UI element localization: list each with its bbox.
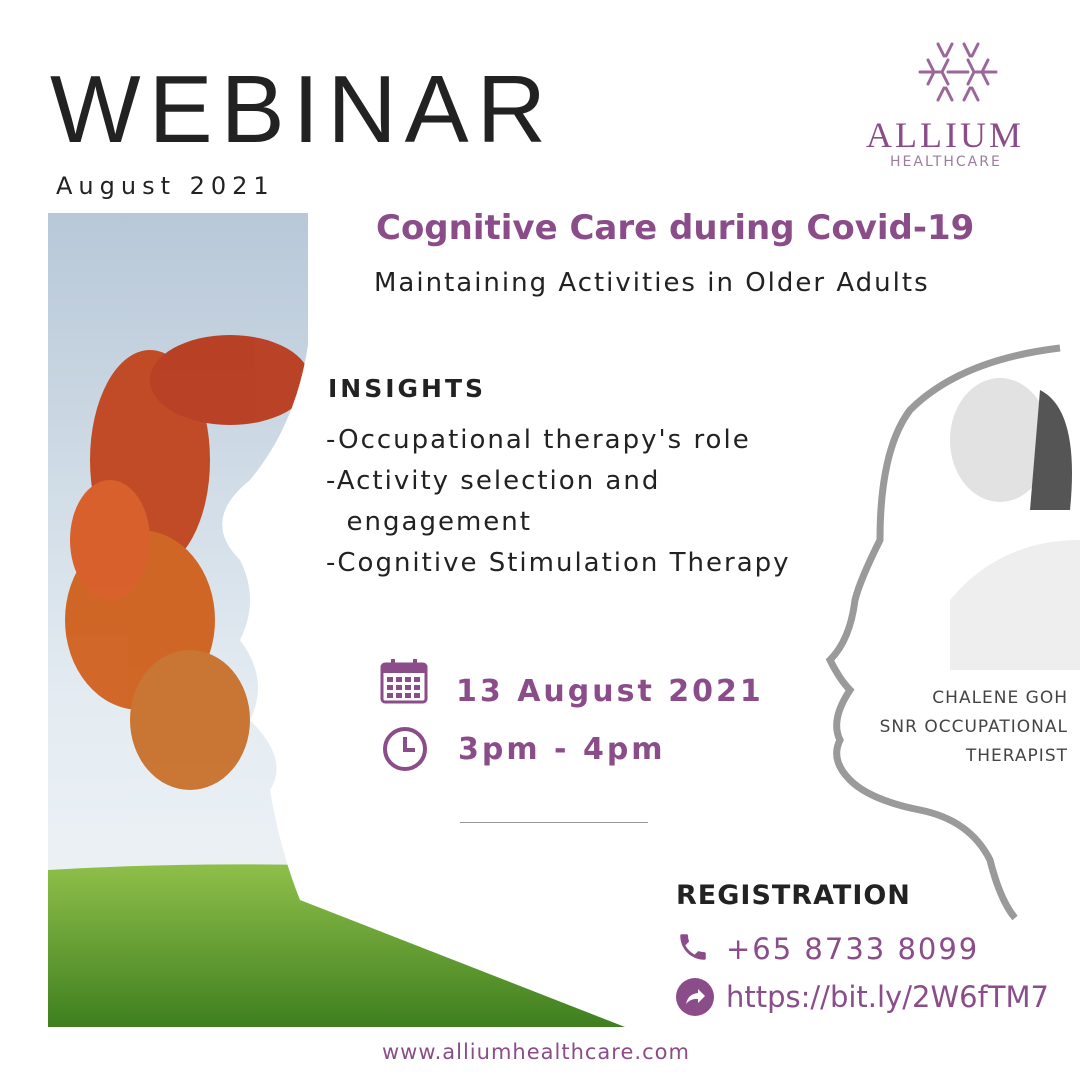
insight-item: -Activity selection and xyxy=(326,466,661,496)
event-subtitle: Maintaining Activities in Older Adults xyxy=(374,268,930,298)
divider xyxy=(460,822,648,823)
insight-item: -Cognitive Stimulation Therapy xyxy=(326,548,791,578)
calendar-icon xyxy=(380,659,428,704)
insights-list: -Occupational therapy's role -Activity s… xyxy=(326,420,791,584)
tree-head-illustration xyxy=(48,213,625,1027)
phone-icon xyxy=(680,934,706,960)
registration-heading: REGISTRATION xyxy=(676,880,911,911)
insight-item: engagement xyxy=(326,507,532,537)
speaker-name: CHALENE GOH xyxy=(932,688,1068,708)
insight-item: -Occupational therapy's role xyxy=(326,425,751,455)
webinar-title: WEBINAR xyxy=(50,56,555,163)
speaker-role: THERAPIST xyxy=(965,746,1068,766)
flower-of-life-icon xyxy=(918,42,998,102)
website-link[interactable]: www.alliumhealthcare.com xyxy=(382,1040,690,1064)
insights-heading: INSIGHTS xyxy=(328,374,487,403)
share-icon xyxy=(676,978,714,1016)
logo-name: ALLIUM xyxy=(866,115,1024,155)
registration-link[interactable]: https://bit.ly/2W6fTM7 xyxy=(726,980,1049,1014)
event-time: 3pm - 4pm xyxy=(458,732,666,767)
registration-phone[interactable]: +65 8733 8099 xyxy=(726,932,980,966)
speaker-portrait xyxy=(825,344,1080,920)
event-date: 13 August 2021 xyxy=(456,674,764,709)
event-headline: Cognitive Care during Covid-19 xyxy=(376,208,975,248)
speaker-info: CHALENE GOH SNR OCCUPATIONAL THERAPIST xyxy=(880,684,1068,771)
clock-icon xyxy=(383,727,427,771)
webinar-month: August 2021 xyxy=(56,172,275,200)
speaker-role: SNR OCCUPATIONAL xyxy=(879,717,1068,737)
logo-tagline: HEALTHCARE xyxy=(890,154,1002,170)
